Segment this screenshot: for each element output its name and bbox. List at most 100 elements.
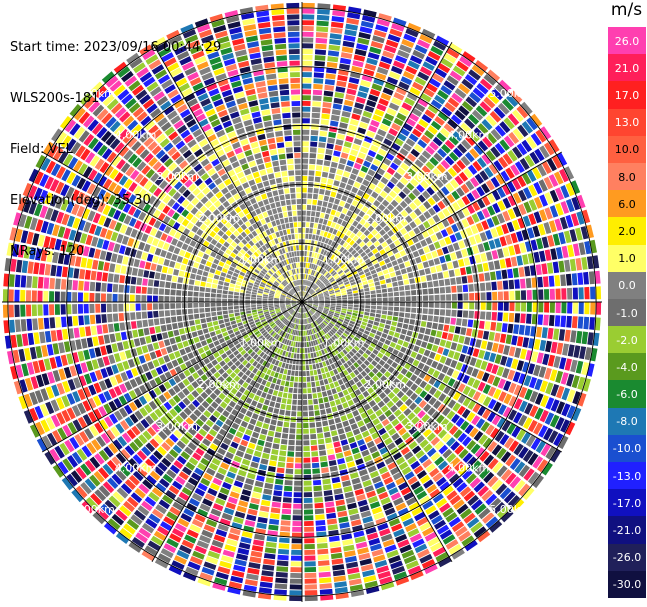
- radar-gate: [359, 184, 367, 192]
- radar-gate: [414, 377, 423, 386]
- radar-gate: [141, 522, 155, 534]
- radar-gate: [466, 204, 476, 214]
- radar-gate: [279, 298, 285, 301]
- radar-gate: [370, 294, 376, 298]
- radar-gate: [338, 516, 349, 523]
- radar-gate: [49, 317, 56, 329]
- radar-gate: [382, 343, 389, 350]
- radar-gate: [166, 361, 174, 370]
- radar-gate: [299, 307, 302, 313]
- radar-gate: [278, 456, 286, 462]
- radar-gate: [400, 209, 409, 218]
- radar-gate: [313, 404, 319, 410]
- radar-gate: [292, 317, 295, 323]
- radar-gate: [262, 353, 268, 360]
- radar-gate: [458, 83, 471, 95]
- radar-gate: [425, 252, 433, 260]
- radar-gate: [203, 357, 211, 365]
- radar-gate: [333, 314, 339, 318]
- radar-gate: [479, 170, 489, 181]
- radar-gate: [533, 422, 543, 435]
- radar-gate: [276, 348, 281, 354]
- radar-gate: [499, 434, 510, 446]
- radar-gate: [251, 336, 258, 342]
- radar-gate: [370, 40, 384, 49]
- radar-gate: [444, 357, 452, 366]
- radar-gate: [291, 329, 295, 335]
- radar-gate: [359, 241, 366, 248]
- radar-gate: [256, 370, 262, 377]
- radar-gate: [168, 378, 177, 387]
- radar-gate: [304, 245, 308, 251]
- radar-gate: [258, 384, 265, 391]
- radar-gate: [249, 437, 258, 444]
- radar-gate: [324, 366, 329, 373]
- radar-gate: [259, 372, 266, 379]
- radar-gate: [327, 339, 332, 345]
- radar-gate: [25, 290, 32, 302]
- radar-gate: [327, 315, 333, 319]
- radar-gate: [539, 250, 546, 262]
- radar-gate: [398, 191, 407, 200]
- radar-gate: [163, 355, 171, 363]
- radar-gate: [467, 400, 477, 410]
- radar-gate: [360, 261, 366, 267]
- radar-gate: [324, 79, 335, 86]
- radar-gate: [219, 323, 226, 329]
- radar-gate: [108, 442, 119, 454]
- radar-gate: [365, 155, 374, 163]
- radar-gate: [412, 538, 425, 548]
- radar-gate: [379, 446, 389, 455]
- radar-gate: [353, 261, 359, 267]
- radar-gate: [367, 336, 374, 342]
- radar-gate: [177, 277, 184, 283]
- radar-gate: [302, 330, 304, 336]
- radar-gate: [309, 251, 313, 257]
- radar-gate: [503, 380, 512, 392]
- radar-gate: [26, 362, 35, 375]
- radar-gate: [474, 447, 486, 458]
- radar-gate: [376, 289, 382, 294]
- radar-gate: [390, 466, 400, 476]
- radar-gate: [420, 275, 427, 282]
- radar-gate: [533, 181, 543, 195]
- radar-gate: [371, 431, 380, 440]
- radar-gate: [455, 526, 468, 537]
- radar-gate: [274, 297, 280, 300]
- radar-gate: [329, 268, 334, 274]
- radar-gate: [250, 550, 263, 558]
- radar-gate: [55, 278, 61, 290]
- radar-gate: [505, 334, 512, 345]
- radar-gate: [345, 283, 351, 288]
- radar-gate: [330, 114, 340, 122]
- radar-gate: [202, 438, 211, 447]
- radar-gate: [372, 325, 378, 330]
- radar-gate: [344, 491, 354, 499]
- radar-gate: [288, 334, 292, 340]
- radar-gate: [339, 371, 345, 378]
- radar-gate: [473, 526, 487, 538]
- radar-gate: [444, 254, 452, 262]
- radar-gate: [379, 229, 386, 236]
- radar-gate: [479, 282, 486, 291]
- radar-gate: [309, 263, 312, 269]
- radar-gate: [364, 248, 371, 254]
- radar-gate: [292, 399, 297, 405]
- radar-gate: [95, 303, 101, 313]
- radar-gate: [349, 357, 356, 364]
- radar-gate: [311, 211, 316, 217]
- radar-gate: [58, 368, 67, 381]
- radar-gate: [215, 329, 222, 335]
- radar-gate: [306, 210, 311, 216]
- radar-gate: [115, 509, 128, 521]
- radar-gate: [347, 399, 354, 407]
- radar-gate: [494, 332, 501, 342]
- radar-gate: [134, 376, 143, 386]
- radar-gate: [407, 153, 417, 162]
- radar-gate: [528, 213, 537, 225]
- radar-gate: [410, 481, 421, 491]
- radar-gate: [519, 386, 528, 399]
- radar-gate: [216, 307, 222, 311]
- radar-gate: [312, 258, 316, 264]
- radar-gate: [309, 222, 314, 228]
